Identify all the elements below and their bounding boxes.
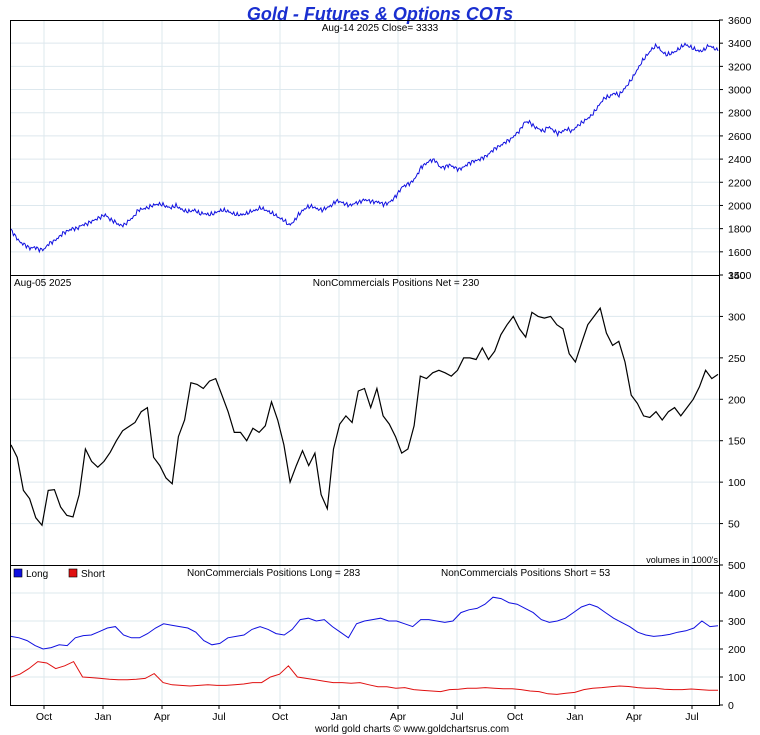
legend-short-label: Short <box>81 569 105 580</box>
long-short-y-tick-label: 500 <box>728 560 746 572</box>
net-panel-grid <box>10 275 719 565</box>
x-tick-label: Jul <box>685 711 698 723</box>
price-y-tick-label: 1800 <box>728 224 752 236</box>
long-short-y-tick-label: 300 <box>728 616 746 628</box>
price-y-tick-label: 2800 <box>728 108 752 120</box>
x-tick-label: Apr <box>390 711 407 723</box>
x-tick-label: Jul <box>450 711 463 723</box>
x-axis: Oct Jan Apr Jul Oct Jan Apr Jul Oct Jan Apr Jul <box>36 705 699 723</box>
x-tick-label: Oct <box>272 711 288 723</box>
long-short-y-tick-label: 400 <box>728 588 746 600</box>
price-panel-title: Aug-14 2025 Close= 3333 <box>322 23 439 34</box>
price-y-tick-label: 2400 <box>728 154 752 166</box>
legend-short-swatch <box>68 568 78 578</box>
price-y-tick-label: 1600 <box>728 247 752 259</box>
short-panel-title: NonCommercials Positions Short = 53 <box>441 568 611 579</box>
footer-credit: world gold charts © www.goldchartsrus.co… <box>314 724 509 735</box>
net-positions-series-line <box>10 306 719 527</box>
net-y-tick-label: 300 <box>728 311 746 323</box>
chart-title: Gold - Futures & Options COTs <box>247 4 513 24</box>
long-short-y-axis: 0 100 200 300 400 500 <box>719 560 746 712</box>
net-panel-frame <box>10 275 720 566</box>
x-tick-label: Apr <box>626 711 643 723</box>
net-panel-date: Aug-05 2025 <box>14 278 72 289</box>
price-y-tick-label: 2200 <box>728 177 752 189</box>
legend-long-label: Long <box>26 569 48 580</box>
x-tick-label: Oct <box>507 711 523 723</box>
long-short-panel-frame <box>10 565 720 706</box>
legend-long-swatch <box>13 568 23 578</box>
x-tick-label: Jan <box>331 711 348 723</box>
long-short-y-tick-label: 100 <box>728 672 746 684</box>
volume-note: volumes in 1000's <box>646 555 718 565</box>
long-panel-title: NonCommercials Positions Long = 283 <box>187 568 361 579</box>
net-panel-title: NonCommercials Positions Net = 230 <box>313 278 480 289</box>
price-y-tick-label: 1400 <box>728 270 752 282</box>
long-positions-series-line <box>10 596 719 650</box>
x-tick-label: Oct <box>36 711 52 723</box>
net-y-tick-label: 100 <box>728 477 746 489</box>
price-y-axis: 1400 1600 1800 2000 2200 2400 2600 2800 3000 3200… <box>719 15 752 282</box>
net-y-tick-label: 150 <box>728 436 746 448</box>
x-tick-label: Jul <box>212 711 225 723</box>
net-y-axis: 50 100 150 200 250 300 350 <box>719 270 746 531</box>
price-y-tick-label: 3400 <box>728 38 752 50</box>
price-y-tick-label: 3000 <box>728 85 752 97</box>
x-tick-label: Jan <box>95 711 112 723</box>
price-panel-grid <box>10 20 719 275</box>
net-y-tick-label: 50 <box>728 519 740 531</box>
long-short-y-tick-label: 200 <box>728 644 746 656</box>
net-y-tick-label: 250 <box>728 353 746 365</box>
price-y-tick-label: 2000 <box>728 200 752 212</box>
short-positions-series-line <box>10 660 718 695</box>
net-y-tick-label: 350 <box>728 270 746 282</box>
price-y-tick-label: 3200 <box>728 61 752 73</box>
net-y-tick-label: 200 <box>728 394 746 406</box>
x-tick-label: Jan <box>567 711 584 723</box>
price-series-line <box>10 42 719 254</box>
price-panel-frame <box>10 20 720 276</box>
x-tick-label: Apr <box>154 711 171 723</box>
long-short-y-tick-label: 0 <box>728 700 734 712</box>
price-y-tick-label: 3600 <box>728 15 752 27</box>
price-y-tick-label: 2600 <box>728 131 752 143</box>
